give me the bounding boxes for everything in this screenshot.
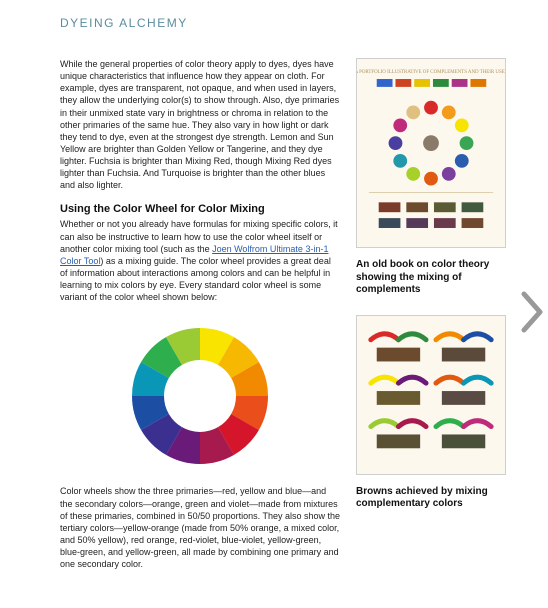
chevron-right-icon bbox=[520, 290, 546, 334]
figure-complements-caption: An old book on color theory showing the … bbox=[356, 259, 506, 297]
mixing-para-after: ) as a mixing guide. The color wheel pro… bbox=[60, 256, 331, 302]
color-wheel-svg bbox=[125, 321, 275, 471]
figure-browns-caption: Browns achieved by mixing complementary … bbox=[356, 486, 506, 511]
content-columns: While the general properties of color th… bbox=[60, 58, 528, 580]
figure-complements-image: A PORTFOLIO ILLUSTRATIVE OF COMPLEMENTS … bbox=[356, 58, 506, 248]
figure-browns: Browns achieved by mixing complementary … bbox=[356, 315, 506, 511]
figure-complements: A PORTFOLIO ILLUSTRATIVE OF COMPLEMENTS … bbox=[356, 58, 506, 297]
main-column: While the general properties of color th… bbox=[60, 58, 340, 580]
next-page-button[interactable] bbox=[520, 290, 546, 339]
figure-browns-image bbox=[356, 315, 506, 475]
mixing-paragraph: Whether or not you already have formulas… bbox=[60, 218, 340, 303]
section-heading: Using the Color Wheel for Color Mixing bbox=[60, 202, 340, 217]
wheel-explanation: Color wheels show the three primaries—re… bbox=[60, 485, 340, 570]
svg-text:A PORTFOLIO ILLUSTRATIVE OF CO: A PORTFOLIO ILLUSTRATIVE OF COMPLEMENTS … bbox=[356, 70, 506, 75]
intro-paragraph: While the general properties of color th… bbox=[60, 58, 340, 192]
sidebar-column: A PORTFOLIO ILLUSTRATIVE OF COMPLEMENTS … bbox=[356, 58, 506, 580]
color-wheel-figure bbox=[60, 321, 340, 471]
page-title: DYEING ALCHEMY bbox=[60, 16, 528, 30]
